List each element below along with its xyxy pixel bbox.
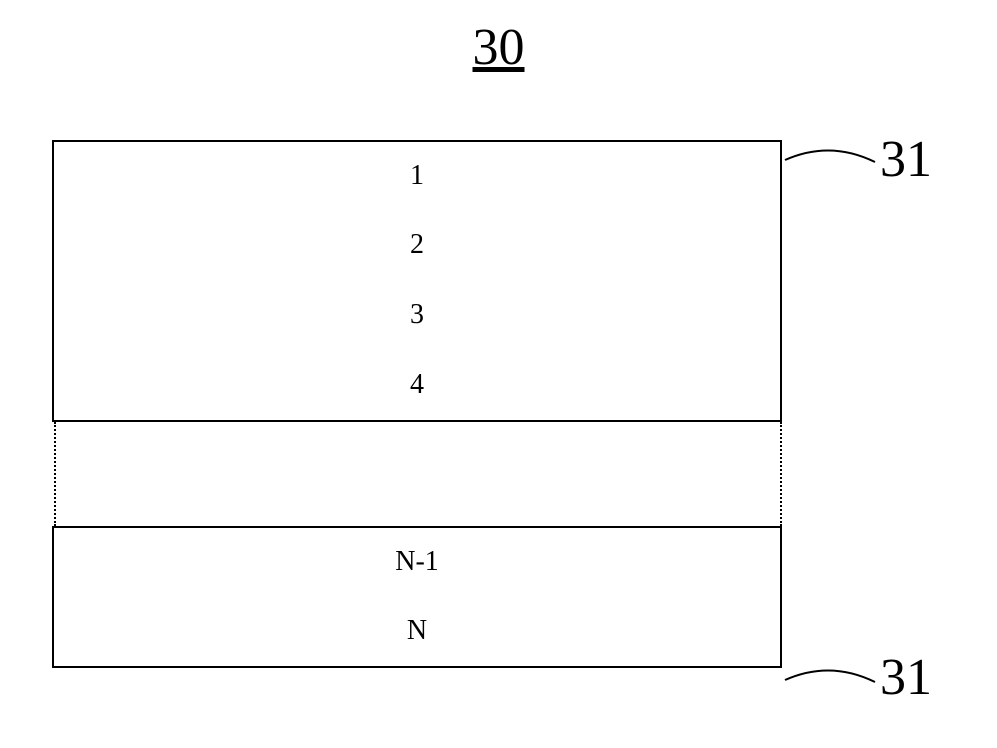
callout-connectors bbox=[0, 0, 997, 748]
callout-label: 31 bbox=[880, 648, 932, 707]
callout-arc bbox=[785, 670, 875, 682]
diagram-canvas: 30 1234 N-1N 3131 bbox=[0, 0, 997, 748]
callout-label: 31 bbox=[880, 130, 932, 189]
callout-arc bbox=[785, 150, 875, 162]
